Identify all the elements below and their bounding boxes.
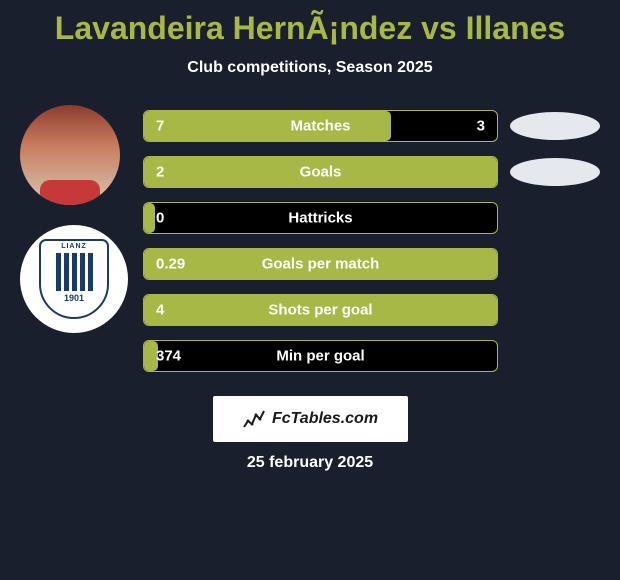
stat-value-right: 3 [477, 118, 485, 135]
player-avatar [20, 105, 120, 205]
stat-bar: 2 Goals [143, 156, 498, 188]
opponent-avatar-placeholder [510, 112, 600, 140]
club-shield: LIANZ 1901 [39, 239, 109, 319]
stat-label: Shots per goal [268, 302, 372, 319]
stat-bar: 0.29 Goals per match [143, 248, 498, 280]
stat-bar: 4 Shots per goal [143, 294, 498, 326]
stat-bar-fill [144, 203, 155, 233]
footer-date: 25 february 2025 [20, 454, 600, 472]
stat-label: Goals [300, 164, 342, 181]
comparison-infographic: Lavandeira HernÃ¡ndez vs Illanes Club co… [0, 0, 620, 580]
left-avatar-column: LIANZ 1901 [20, 105, 128, 333]
club-stripes [56, 253, 93, 291]
stat-value-left: 7 [156, 118, 164, 135]
stat-value-left: 4 [156, 302, 164, 319]
club-year: 1901 [64, 293, 84, 303]
stat-bar: 374 Min per goal [143, 340, 498, 372]
stat-row: 2 Goals [143, 156, 600, 188]
stats-bars: 7 Matches 3 2 Goals 0 Hattricks 0.29 Goals per m… [143, 110, 600, 372]
stat-value-left: 0.29 [156, 256, 185, 273]
stat-label: Hattricks [288, 210, 352, 227]
stat-row: 4 Shots per goal [143, 294, 600, 326]
club-avatar: LIANZ 1901 [20, 225, 128, 333]
stat-row: 0 Hattricks [143, 202, 600, 234]
stat-row: 7 Matches 3 [143, 110, 600, 142]
brand-text: FcTables.com [272, 410, 378, 428]
club-top-text: LIANZ [61, 243, 87, 250]
stat-label: Matches [290, 118, 350, 135]
content-row: LIANZ 1901 7 Matches 3 2 Goals 0 Hattricks 0.29… [20, 105, 600, 372]
stat-label: Goals per match [262, 256, 380, 273]
stat-value-left: 0 [156, 210, 164, 227]
stat-row: 374 Min per goal [143, 340, 600, 372]
opponent-avatar-placeholder [510, 158, 600, 186]
stat-value-left: 374 [156, 348, 181, 365]
subtitle: Club competitions, Season 2025 [20, 59, 600, 77]
brand-badge: FcTables.com [213, 396, 408, 442]
stat-label: Min per goal [276, 348, 364, 365]
stat-row: 0.29 Goals per match [143, 248, 600, 280]
stat-bar: 7 Matches 3 [143, 110, 498, 142]
stat-bar-fill [144, 111, 391, 141]
stat-bar: 0 Hattricks [143, 202, 498, 234]
stat-value-left: 2 [156, 164, 164, 181]
page-title: Lavandeira HernÃ¡ndez vs Illanes [20, 10, 600, 47]
chart-icon [242, 407, 266, 431]
